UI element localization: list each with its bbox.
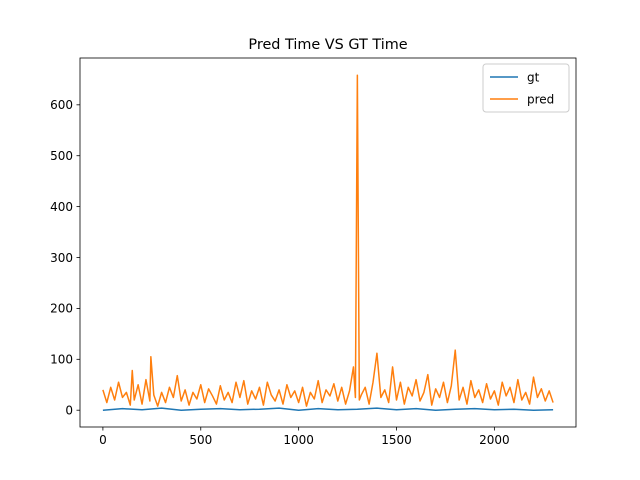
x-tick-label: 1000 [283,433,314,447]
y-tick-label: 600 [50,98,73,112]
series-line-gt [102,407,554,411]
y-tick-label: 100 [50,353,73,367]
series-line-pred [102,74,554,407]
legend-box [482,63,570,113]
x-tick-label: 500 [189,433,212,447]
y-tick-label: 0 [65,404,73,418]
y-tick-label: 500 [50,149,73,163]
x-tick-label: 0 [99,433,107,447]
chart-title: Pred Time VS GT Time [248,37,407,53]
y-tick-label: 200 [50,302,73,316]
legend-label-pred: pred [527,93,554,107]
y-tick-label: 400 [50,200,73,214]
legend-label-gt: gt [527,71,540,85]
plot-area: 0 500 1000 1500 2000 0 100 200 300 400 500 600 gt pre… [50,57,577,447]
x-tick-label: 2000 [479,433,510,447]
y-tick-label: 300 [50,251,73,265]
x-tick-label: 1500 [381,433,412,447]
axes-frame [79,57,577,428]
